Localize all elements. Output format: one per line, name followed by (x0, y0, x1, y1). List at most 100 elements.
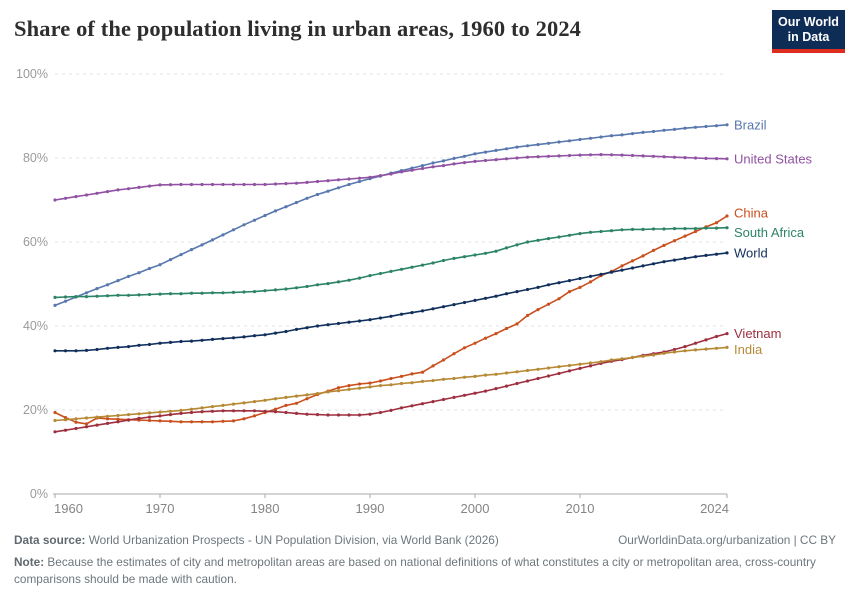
point-vietnam-1964 (95, 423, 99, 427)
line-vietnam[interactable] (54, 332, 728, 433)
point-china-1990 (368, 381, 372, 385)
note-line: Note: Because the estimates of city and … (14, 554, 836, 589)
point-brazil-2016 (641, 130, 645, 134)
point-world-2004 (515, 290, 519, 294)
chart-footer: Data source: World Urbanization Prospect… (14, 532, 836, 589)
point-united-states-1976 (221, 182, 225, 187)
y-tick-label-100: 100% (16, 67, 48, 81)
point-world-2011 (588, 274, 593, 278)
point-vietnam-1960 (53, 430, 57, 434)
point-brazil-2010 (578, 137, 582, 142)
point-brazil-2001 (483, 150, 488, 154)
point-india-1976 (221, 403, 225, 407)
owid-url-license[interactable]: OurWorldinData.org/urbanization | CC BY (618, 533, 836, 547)
point-brazil-1998 (452, 156, 456, 160)
series-label-vietnam[interactable]: Vietnam (734, 326, 781, 341)
point-south-africa-1965 (105, 294, 110, 298)
point-world-2015 (630, 266, 635, 270)
point-india-1967 (126, 413, 131, 417)
point-world-2010 (578, 276, 582, 281)
series-label-south-africa[interactable]: South Africa (734, 225, 805, 240)
point-united-states-1997 (441, 164, 446, 168)
point-india-1969 (147, 411, 152, 415)
point-united-states-2021 (693, 156, 698, 160)
series-label-brazil[interactable]: Brazil (734, 117, 767, 132)
point-vietnam-1970 (158, 414, 162, 418)
point-brazil-1961 (63, 299, 68, 303)
point-china-2021 (693, 229, 698, 234)
point-united-states-1998 (452, 162, 456, 166)
point-south-africa-1968 (137, 293, 141, 297)
point-vietnam-2000 (473, 391, 477, 395)
line-south-africa[interactable] (54, 226, 728, 299)
point-vietnam-1987 (336, 413, 341, 417)
series-label-india[interactable]: India (734, 342, 763, 357)
point-united-states-2008 (557, 154, 561, 158)
series-label-united-states[interactable]: United States (734, 151, 813, 166)
point-vietnam-1975 (210, 409, 215, 413)
point-vietnam-1971 (168, 413, 173, 417)
point-brazil-1981 (273, 209, 278, 213)
point-china-2010 (578, 285, 582, 289)
point-united-states-2012 (599, 153, 603, 157)
point-brazil-1984 (305, 196, 309, 200)
point-india-1986 (326, 390, 330, 394)
point-united-states-1999 (462, 161, 467, 165)
point-china-2003 (504, 326, 509, 331)
point-world-1963 (84, 348, 89, 352)
point-vietnam-1972 (179, 411, 183, 415)
point-world-1966 (116, 345, 120, 349)
point-china-1988 (347, 384, 351, 388)
point-india-2006 (536, 367, 540, 371)
point-south-africa-1978 (242, 290, 246, 294)
series-label-world[interactable]: World (734, 245, 768, 260)
point-united-states-1972 (179, 182, 183, 187)
point-vietnam-1973 (189, 410, 194, 415)
point-united-states-2022 (704, 156, 708, 160)
point-china-1960 (53, 410, 57, 415)
point-south-africa-1974 (200, 291, 204, 295)
line-united-states[interactable] (54, 153, 728, 201)
point-china-1963 (84, 422, 89, 426)
point-world-1973 (189, 339, 194, 343)
point-china-1983 (294, 401, 299, 405)
point-vietnam-1986 (326, 413, 330, 417)
point-china-2001 (483, 336, 488, 340)
point-united-states-2005 (525, 155, 530, 159)
point-china-2008 (557, 297, 561, 301)
point-brazil-1971 (168, 258, 173, 262)
point-brazil-2023 (714, 124, 719, 128)
point-south-africa-2020 (683, 227, 687, 231)
owid-logo[interactable]: Our World in Data (772, 10, 845, 53)
point-united-states-2019 (672, 155, 677, 159)
point-world-2012 (599, 272, 603, 276)
series-label-china[interactable]: China (734, 205, 769, 220)
point-united-states-1974 (200, 182, 204, 187)
point-vietnam-1982 (284, 410, 288, 415)
point-vietnam-2020 (683, 345, 687, 349)
point-india-2003 (504, 371, 509, 375)
urbanization-line-chart[interactable]: 0% 20% 40% 60% 80% 100% 1960 1970 1980 1990 2000 20… (0, 58, 850, 528)
point-south-africa-1976 (221, 291, 225, 295)
point-brazil-1972 (179, 253, 183, 257)
point-south-africa-2010 (578, 232, 582, 236)
point-south-africa-2014 (620, 228, 624, 232)
point-south-africa-2007 (546, 237, 551, 241)
point-india-2021 (693, 348, 698, 352)
point-south-africa-1981 (273, 288, 278, 292)
point-vietnam-2024 (725, 332, 729, 336)
line-brazil[interactable] (54, 124, 728, 307)
point-china-2015 (630, 259, 635, 263)
point-india-1963 (84, 416, 89, 420)
point-china-1998 (452, 352, 456, 356)
point-india-1989 (357, 386, 362, 390)
point-india-2015 (630, 355, 635, 360)
point-vietnam-1961 (63, 428, 68, 432)
point-brazil-2018 (662, 128, 666, 132)
line-world[interactable] (55, 252, 728, 352)
point-india-2013 (609, 358, 614, 362)
point-india-1974 (200, 406, 204, 410)
line-china[interactable] (54, 215, 728, 425)
point-south-africa-1964 (95, 294, 99, 298)
